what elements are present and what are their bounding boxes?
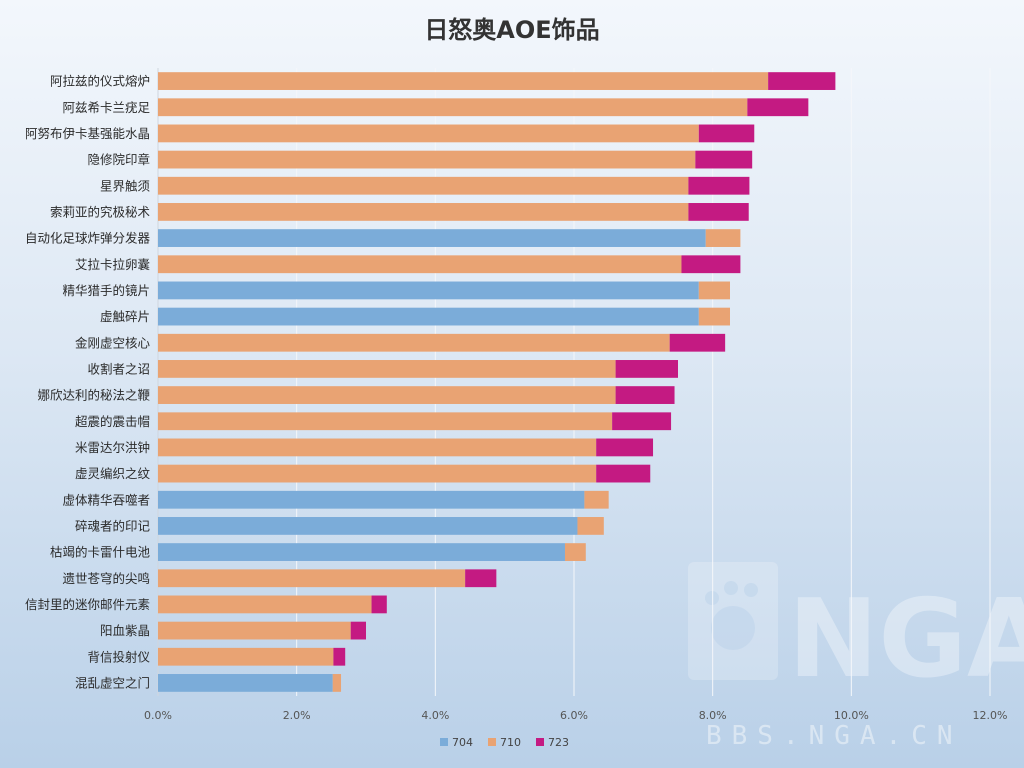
category-label: 阿拉兹的仪式熔炉: [50, 74, 150, 89]
x-tick-label: 2.0%: [283, 709, 311, 722]
chart-title: 日怒奥AOE饰品: [424, 16, 599, 44]
bar-segment-710: [698, 281, 730, 300]
category-label: 碎魂者的印记: [75, 518, 151, 533]
nga-url-text: BBS.NGA.CN: [706, 721, 963, 751]
bar-segment-710: [158, 150, 696, 169]
category-label: 隐修院印章: [87, 152, 150, 167]
x-tick-label: 10.0%: [834, 709, 869, 722]
category-label: 艾拉卡拉卵囊: [75, 257, 150, 272]
bar-segment-723: [612, 412, 672, 431]
bars: [158, 72, 836, 692]
x-tick-label: 0.0%: [144, 709, 172, 722]
category-label: 阿努布伊卡基强能水晶: [25, 126, 150, 141]
legend-swatch-710: [488, 738, 496, 746]
bar-segment-704: [158, 517, 578, 535]
category-label: 信封里的迷你邮件元素: [25, 597, 150, 612]
bar-segment-710: [158, 438, 597, 457]
bar-segment-723: [695, 150, 753, 169]
x-tick-label: 8.0%: [699, 709, 727, 722]
category-label: 虚体精华吞噬者: [62, 492, 150, 507]
bar-segment-723: [371, 595, 387, 614]
legend-label-710: 710: [500, 736, 521, 749]
bar-segment-704: [158, 490, 585, 509]
x-tick-label: 4.0%: [421, 709, 449, 722]
bar-segment-710: [158, 203, 689, 221]
bar-segment-710: [158, 98, 748, 117]
bar-segment-710: [158, 595, 372, 614]
bar-segment-704: [158, 543, 565, 561]
bar-segment-710: [332, 674, 342, 692]
bar-segment-723: [615, 386, 675, 404]
nga-logo-icon: [688, 562, 778, 680]
bar-segment-710: [158, 412, 613, 431]
legend: 704 710 723: [440, 736, 569, 749]
bar-segment-710: [584, 490, 609, 509]
category-label: 精华猎手的镜片: [62, 283, 150, 298]
bar-segment-710: [158, 176, 689, 195]
category-label: 索莉亚的究极秘术: [50, 204, 151, 219]
bar-segment-710: [705, 229, 741, 247]
bar-segment-723: [698, 124, 755, 143]
legend-label-704: 704: [452, 736, 473, 749]
legend-swatch-704: [440, 738, 448, 746]
bar-segment-723: [596, 438, 654, 457]
bar-segment-710: [158, 124, 699, 143]
bar-segment-710: [158, 255, 682, 274]
bar-segment-704: [158, 281, 699, 300]
bar-segment-723: [465, 569, 497, 588]
bar-segment-704: [158, 674, 333, 692]
legend-swatch-723: [536, 738, 544, 746]
nga-logo-text: NGA: [788, 577, 1024, 702]
bar-segment-710: [158, 647, 334, 666]
category-label: 米雷达尔洪钟: [75, 440, 150, 455]
bar-segment-723: [747, 98, 809, 117]
category-label: 背信投射仪: [87, 649, 150, 664]
nga-watermark: NGA BBS.NGA.CN: [688, 562, 1024, 751]
bar-segment-704: [158, 229, 706, 247]
bar-segment-710: [158, 464, 597, 483]
bar-segment-723: [615, 360, 678, 378]
category-label: 自动化足球炸弹分发器: [25, 231, 151, 246]
legend-label-723: 723: [548, 736, 569, 749]
category-label: 星界触须: [100, 178, 151, 193]
category-label: 超震的震击帽: [75, 414, 150, 429]
bar-segment-723: [688, 203, 749, 221]
category-label: 虚触碎片: [100, 309, 150, 324]
category-label: 阿兹希卡兰疣足: [62, 100, 150, 115]
x-tick-labels: 0.0% 2.0% 4.0% 6.0% 8.0% 10.0% 12.0%: [144, 709, 1007, 722]
x-tick-label: 12.0%: [973, 709, 1008, 722]
bar-segment-710: [698, 307, 730, 326]
bar-segment-723: [350, 621, 366, 640]
category-label: 阳血紫晶: [100, 623, 150, 638]
bar-segment-704: [158, 307, 699, 326]
bar-segment-723: [768, 72, 836, 90]
category-label: 娜欣达利的秘法之鞭: [37, 388, 150, 403]
bar-segment-710: [158, 569, 466, 588]
x-tick-label: 6.0%: [560, 709, 588, 722]
bar-segment-710: [564, 543, 586, 561]
bar-segment-723: [681, 255, 741, 274]
bar-segment-710: [158, 72, 769, 90]
bar-segment-710: [158, 386, 616, 404]
bar-segment-723: [688, 176, 750, 195]
category-label: 虚灵编织之纹: [75, 466, 151, 481]
bar-segment-723: [596, 464, 651, 483]
bar-segment-723: [333, 647, 346, 666]
category-label: 金刚虚空核心: [75, 335, 151, 350]
category-label: 遗世苍穹的尖鸣: [62, 571, 150, 586]
bar-segment-723: [669, 333, 726, 352]
category-label: 收割者之诏: [87, 361, 150, 376]
category-labels: 阿拉兹的仪式熔炉阿兹希卡兰疣足阿努布伊卡基强能水晶隐修院印章星界触须索莉亚的究极…: [25, 74, 151, 691]
bar-segment-710: [158, 360, 616, 378]
category-label: 混乱虚空之门: [75, 675, 150, 690]
bar-segment-710: [158, 333, 670, 352]
bar-segment-710: [577, 517, 604, 535]
bar-segment-710: [158, 621, 351, 640]
gridlines: [157, 68, 991, 696]
category-label: 枯竭的卡雷什电池: [50, 545, 151, 560]
